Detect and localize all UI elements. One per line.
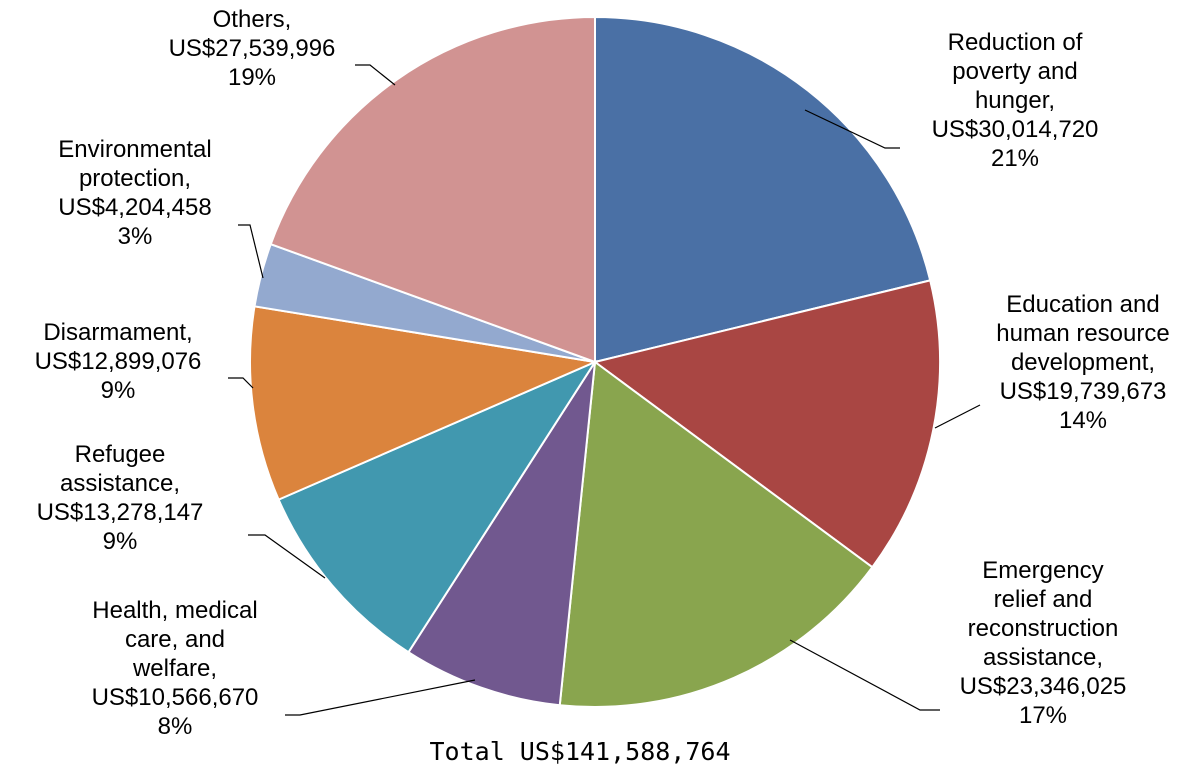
- slice-label-3: Emergency relief and reconstruction assista…: [960, 557, 1127, 729]
- slice-label-7: Environmental protection, US$4,204,458 3%: [58, 136, 211, 250]
- slice-label-5: Refugee assistance, US$13,278,147 9%: [37, 441, 204, 555]
- pie-slice-2: [592, 279, 941, 569]
- pie-slice-1: [594, 15, 932, 364]
- chart-total-label: Total US$141,588,764: [429, 737, 730, 766]
- leader-lines-layer: [228, 64, 981, 716]
- leader-line-4: [285, 679, 476, 716]
- pie-slice-8: [269, 15, 596, 364]
- pie-slice-4: [407, 361, 596, 707]
- leader-line-3: [789, 639, 940, 711]
- slices-layer: [249, 15, 941, 708]
- leader-line-7: [238, 224, 264, 279]
- leader-line-6: [228, 377, 254, 389]
- leader-line-8: [355, 64, 396, 86]
- slice-label-4: Health, medical care, and welfare, US$10,56…: [92, 597, 259, 740]
- pie-slice-5: [277, 359, 598, 654]
- slice-labels-layer: Reduction of poverty and hunger, US$30,014,…: [35, 6, 1170, 740]
- slice-label-2: Education and human resource development, U…: [996, 291, 1169, 434]
- pie-slice-6: [249, 305, 599, 501]
- leader-line-5: [248, 534, 326, 579]
- pie-slice-3: [558, 360, 874, 708]
- leader-line-2: [934, 404, 981, 429]
- slice-label-1: Reduction of poverty and hunger, US$30,014,…: [932, 29, 1099, 172]
- slice-label-8: Others, US$27,539,996 19%: [169, 6, 336, 91]
- slice-label-6: Disarmament, US$12,899,076 9%: [35, 319, 202, 404]
- leader-line-1: [804, 109, 900, 149]
